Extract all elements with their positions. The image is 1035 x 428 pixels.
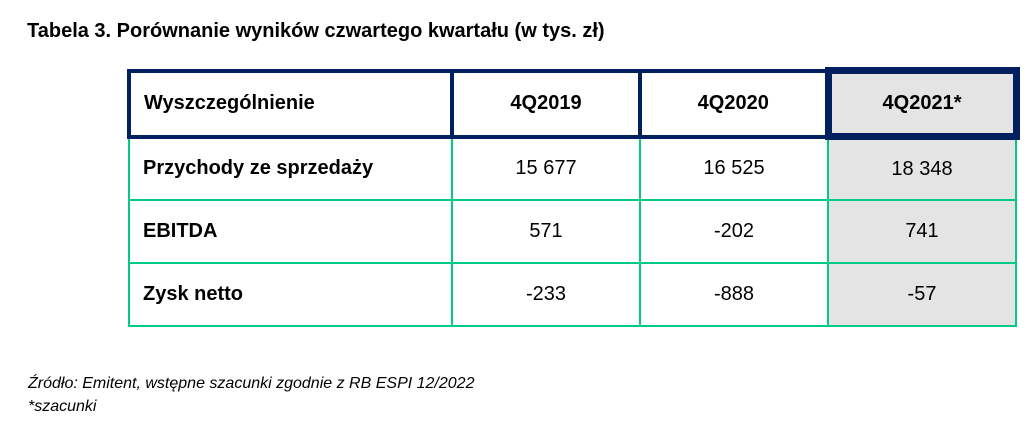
- row-label-zysk-netto: Zysk netto: [128, 261, 453, 327]
- value-cell-przychody-4q2021: 18 348: [827, 135, 1017, 201]
- header-row: Wyszczególnienie 4Q2019 4Q2020 4Q2021*: [127, 67, 1020, 140]
- value-cell-ebitda-4q2021: 741: [827, 198, 1017, 264]
- row-label-ebitda: EBITDA: [128, 198, 453, 264]
- source-note: Źródło: Emitent, wstępne szacunki zgodni…: [28, 375, 475, 392]
- value-cell-zysk-netto-4q2021: -57: [827, 261, 1017, 327]
- table-row-przychody: Przychody ze sprzedaży 15 677 16 525 18 …: [128, 135, 1017, 201]
- value-cell-przychody-4q2020: 16 525: [639, 135, 829, 201]
- value-cell-przychody-4q2019: 15 677: [451, 135, 641, 201]
- value-cell-ebitda-4q2019: 571: [451, 198, 641, 264]
- estimate-note: *szacunki: [28, 398, 97, 415]
- quarterly-results-table: Wyszczególnienie 4Q2019 4Q2020 4Q2021* P…: [127, 67, 1020, 327]
- value-cell-zysk-netto-4q2020: -888: [639, 261, 829, 327]
- value-cell-zysk-netto-4q2019: -233: [451, 261, 641, 327]
- footer: Źródło: Emitent, wstępne szacunki zgodni…: [28, 372, 474, 418]
- table-row-zysk-netto: Zysk netto -233 -888 -57: [128, 261, 1017, 327]
- column-header-4q2021-highlighted: 4Q2021*: [824, 67, 1020, 140]
- value-cell-ebitda-4q2020: -202: [639, 198, 829, 264]
- row-label-przychody: Przychody ze sprzedaży: [128, 135, 453, 201]
- table-row-ebitda: EBITDA 571 -202 741: [128, 198, 1017, 264]
- column-header-4q2020: 4Q2020: [638, 68, 830, 139]
- column-header-wyszczegolnienie: Wyszczególnienie: [127, 68, 454, 139]
- column-header-4q2019: 4Q2019: [450, 68, 642, 139]
- table-title: Tabela 3. Porównanie wyników czwartego k…: [27, 20, 605, 42]
